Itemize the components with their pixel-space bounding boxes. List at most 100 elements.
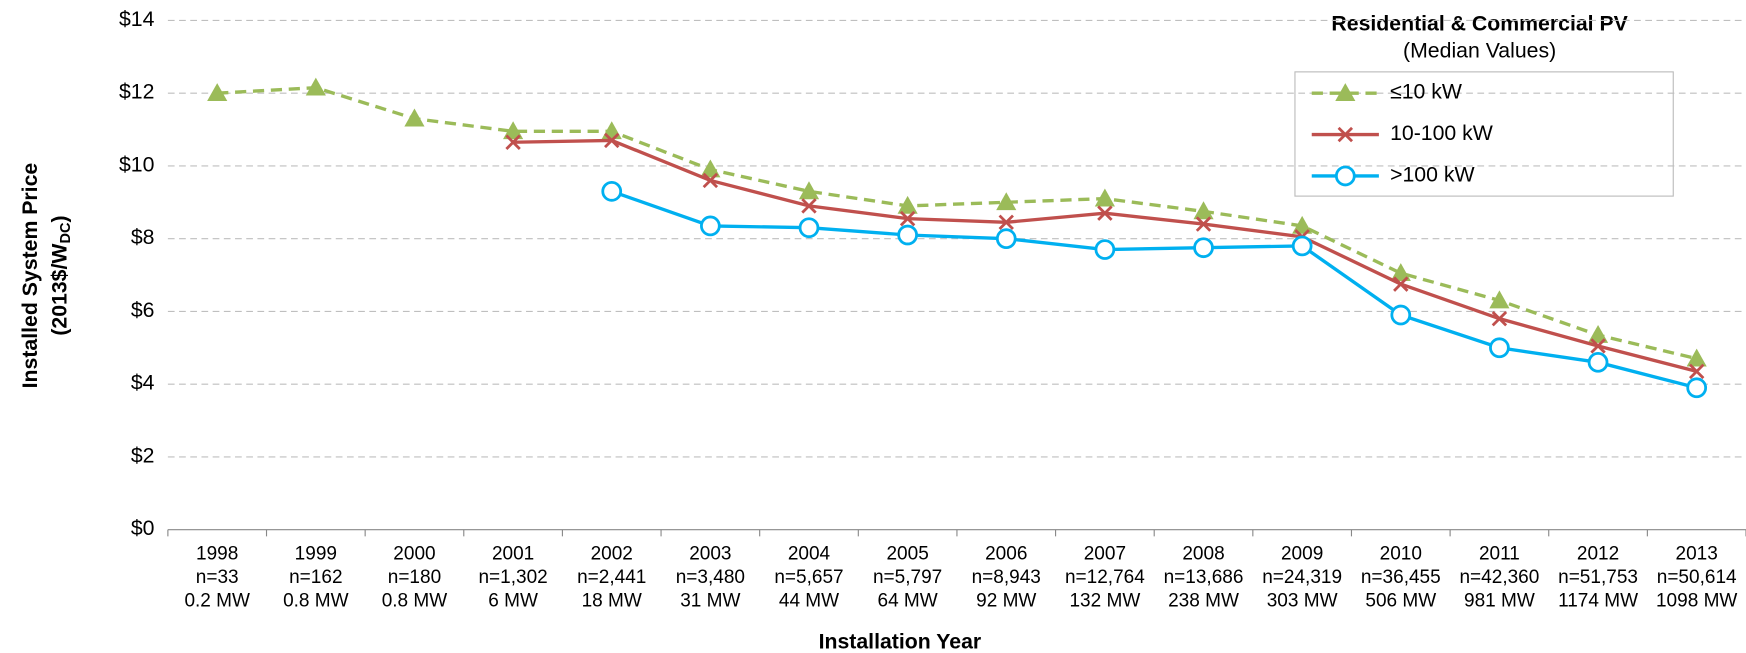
marker bbox=[1393, 276, 1409, 292]
x-tick-sample: n=51,753 bbox=[1558, 567, 1638, 588]
x-tick-capacity: 64 MW bbox=[878, 590, 938, 611]
y-unit-main: (2013$/W bbox=[47, 243, 71, 336]
x-tick-sample: n=36,455 bbox=[1361, 567, 1441, 588]
x-tick-capacity: 238 MW bbox=[1168, 590, 1239, 611]
y-unit-sub: DC bbox=[58, 222, 74, 243]
marker bbox=[1335, 83, 1356, 101]
marker bbox=[1291, 235, 1313, 257]
marker bbox=[601, 180, 623, 202]
series-line bbox=[611, 189, 1698, 390]
marker bbox=[604, 132, 620, 149]
y-axis-title: Installed System Price bbox=[18, 163, 42, 389]
x-tick-sample: n=162 bbox=[289, 567, 342, 588]
marker bbox=[1489, 290, 1510, 309]
x-tick-sample: n=50,614 bbox=[1657, 567, 1737, 588]
x-tick-label: 2002 bbox=[591, 543, 633, 564]
marker bbox=[1195, 216, 1212, 232]
x-tick-sample: n=33 bbox=[196, 567, 239, 588]
x-tick-label: 2005 bbox=[886, 543, 928, 564]
x-tick-sample: n=8,943 bbox=[972, 567, 1041, 588]
x-axis-title: Installation Year bbox=[819, 629, 982, 653]
marker bbox=[1390, 304, 1412, 326]
marker bbox=[1688, 363, 1705, 380]
y-axis-unit: (2013$/WDC) bbox=[47, 215, 74, 335]
marker bbox=[305, 77, 326, 96]
marker bbox=[702, 172, 719, 189]
x-tick-sample: n=5,797 bbox=[873, 567, 942, 588]
x-tick-sample: n=24,319 bbox=[1262, 567, 1342, 588]
x-tick-capacity: 303 MW bbox=[1267, 590, 1338, 611]
x-tick-capacity: 1174 MW bbox=[1558, 590, 1638, 611]
x-tick-label: 2010 bbox=[1380, 543, 1422, 564]
marker bbox=[1193, 201, 1214, 220]
marker bbox=[798, 217, 820, 239]
marker bbox=[601, 121, 622, 140]
y-tick-label: $4 bbox=[131, 371, 155, 395]
y-tick-label: $10 bbox=[119, 152, 154, 176]
marker bbox=[1390, 263, 1411, 282]
y-tick-label: $12 bbox=[119, 80, 154, 104]
x-tick-capacity: 0.8 MW bbox=[283, 590, 349, 611]
y-tick-label: $8 bbox=[131, 225, 155, 249]
marker bbox=[1094, 239, 1116, 260]
y-tick-label: $2 bbox=[131, 443, 155, 467]
marker bbox=[998, 214, 1014, 230]
x-tick-label: 2013 bbox=[1676, 543, 1718, 564]
x-tick-sample: n=12,764 bbox=[1065, 567, 1145, 588]
marker bbox=[700, 159, 721, 178]
marker bbox=[1292, 215, 1313, 234]
y-unit-end: ) bbox=[47, 215, 71, 222]
marker bbox=[1686, 348, 1707, 367]
x-tick-capacity: 18 MW bbox=[582, 590, 642, 611]
x-tick-capacity: 92 MW bbox=[976, 590, 1036, 611]
marker bbox=[503, 121, 524, 140]
marker bbox=[700, 215, 721, 237]
marker bbox=[1587, 351, 1609, 373]
legend-label: >100 kW bbox=[1390, 163, 1474, 187]
x-tick-label: 1998 bbox=[196, 543, 238, 564]
x-tick-sample: n=180 bbox=[388, 567, 441, 588]
marker bbox=[1334, 165, 1356, 187]
x-tick-label: 2011 bbox=[1479, 543, 1520, 564]
series-line bbox=[217, 85, 1698, 361]
x-tick-capacity: 0.8 MW bbox=[382, 590, 448, 611]
marker bbox=[207, 83, 228, 101]
x-tick-capacity: 44 MW bbox=[779, 590, 839, 611]
x-tick-label: 1999 bbox=[295, 543, 337, 564]
marker bbox=[897, 224, 918, 246]
marker bbox=[1097, 205, 1113, 221]
legend-label: ≤10 kW bbox=[1390, 80, 1462, 104]
marker bbox=[1489, 337, 1510, 359]
x-tick-capacity: 981 MW bbox=[1464, 590, 1535, 611]
legend-title: Residential & Commercial PV bbox=[1331, 11, 1628, 35]
x-tick-sample: n=13,686 bbox=[1164, 567, 1244, 588]
marker bbox=[1587, 324, 1609, 343]
marker bbox=[995, 228, 1017, 249]
x-tick-label: 2009 bbox=[1281, 543, 1323, 564]
y-tick-label: $14 bbox=[119, 7, 155, 31]
marker bbox=[404, 108, 425, 127]
legend-subtitle: (Median Values) bbox=[1403, 38, 1556, 62]
x-tick-sample: n=42,360 bbox=[1459, 567, 1539, 588]
legend-label: 10-100 kW bbox=[1390, 121, 1493, 145]
x-tick-sample: n=1,302 bbox=[478, 567, 547, 588]
marker bbox=[899, 210, 916, 227]
x-tick-label: 2008 bbox=[1182, 543, 1224, 564]
x-tick-label: 2004 bbox=[788, 543, 831, 564]
x-tick-sample: n=3,480 bbox=[676, 567, 745, 588]
marker bbox=[1590, 338, 1606, 354]
marker bbox=[1094, 188, 1115, 207]
x-tick-label: 2001 bbox=[492, 543, 534, 564]
marker bbox=[1193, 237, 1214, 259]
x-tick-sample: n=2,441 bbox=[577, 567, 646, 588]
x-tick-label: 2012 bbox=[1577, 543, 1619, 564]
marker bbox=[801, 198, 817, 214]
x-tick-capacity: 31 MW bbox=[680, 590, 740, 611]
marker bbox=[1491, 310, 1508, 327]
y-tick-label: $6 bbox=[131, 298, 155, 322]
y-tick-label: $0 bbox=[131, 516, 155, 540]
x-tick-capacity: 6 MW bbox=[488, 590, 538, 611]
x-tick-capacity: 0.2 MW bbox=[184, 590, 250, 611]
x-tick-label: 2006 bbox=[985, 543, 1027, 564]
